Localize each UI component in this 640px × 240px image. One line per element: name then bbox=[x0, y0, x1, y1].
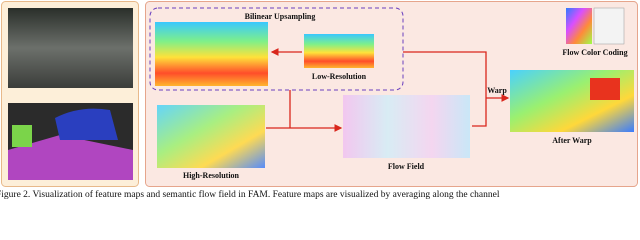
flow-field-map bbox=[343, 95, 470, 158]
connector bbox=[403, 51, 487, 127]
label: After Warp bbox=[552, 136, 592, 145]
upsampled-map bbox=[155, 22, 268, 86]
page: Bilinear Upsampling Low-Resolution High-… bbox=[0, 0, 640, 199]
label: Warp bbox=[487, 86, 507, 95]
label: Flow Field bbox=[388, 162, 425, 171]
fam-panel bbox=[145, 1, 638, 187]
high-res-map bbox=[157, 105, 265, 168]
upsampling-box bbox=[149, 7, 404, 91]
low-res-map bbox=[304, 34, 374, 68]
label: Low-Resolution bbox=[312, 72, 367, 81]
segmentation-veg bbox=[12, 125, 32, 147]
segmentation-car bbox=[55, 108, 118, 140]
caption: Figure 2. Visualization of feature maps … bbox=[0, 189, 500, 199]
street-image bbox=[8, 8, 133, 88]
label: Bilinear Upsampling bbox=[245, 12, 316, 21]
flow-coding-wheel bbox=[566, 8, 592, 44]
after-warp-hotspot bbox=[590, 78, 620, 100]
label: High-Resolution bbox=[183, 171, 240, 180]
segmentation-road bbox=[8, 135, 133, 180]
figure: Bilinear Upsampling Low-Resolution High-… bbox=[0, 1, 638, 199]
flow-coding-arrows bbox=[593, 7, 625, 45]
label: Flow Color Coding bbox=[562, 48, 627, 57]
